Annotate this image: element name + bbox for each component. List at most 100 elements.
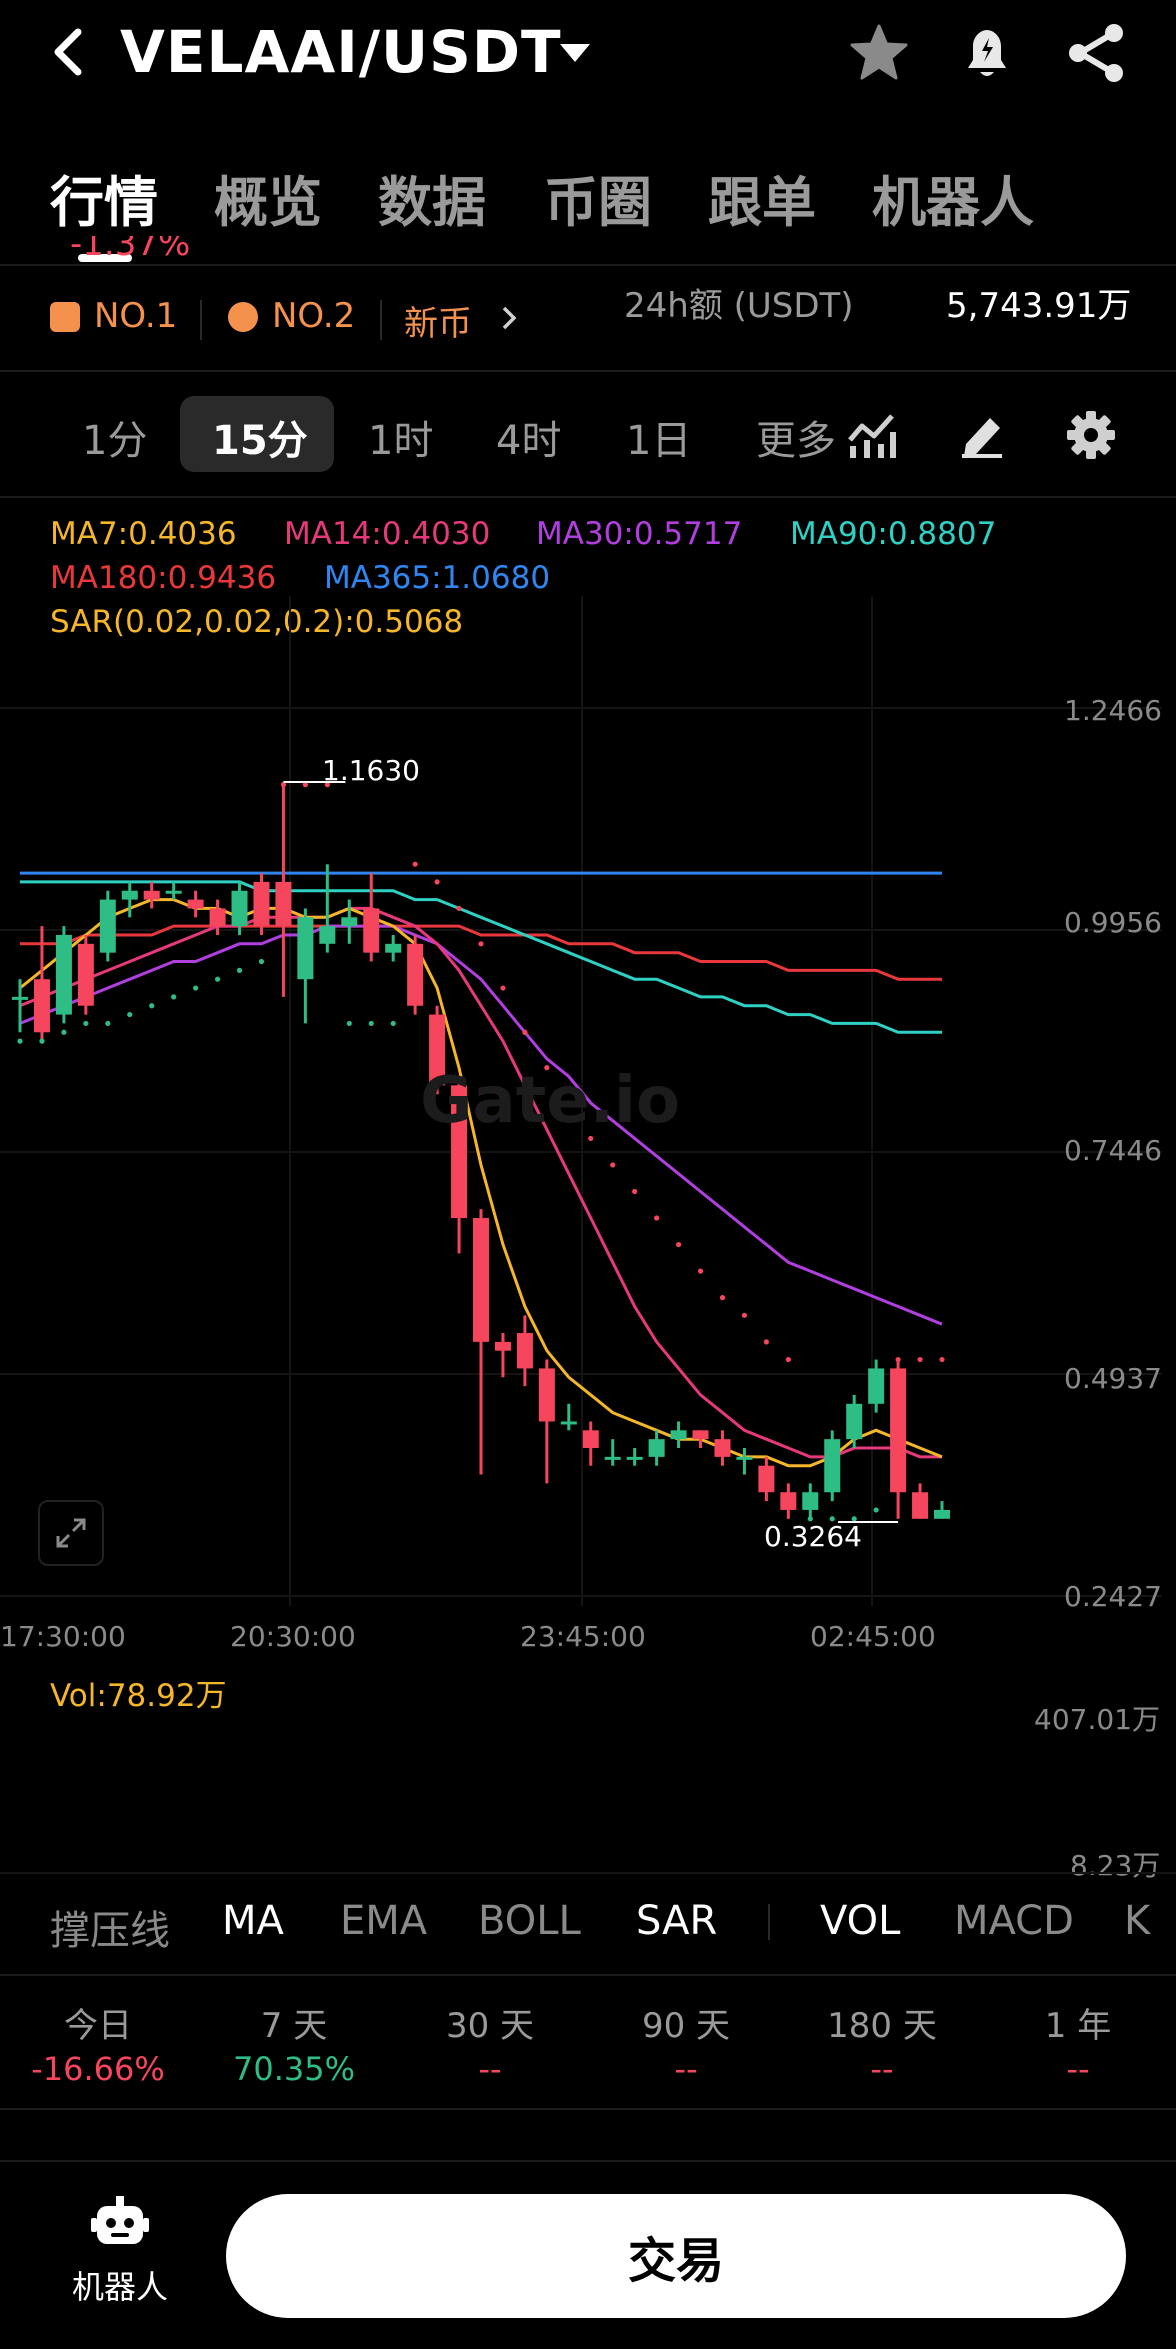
- indicator-ma[interactable]: MA: [222, 1898, 284, 1944]
- info-divider: [0, 370, 1176, 372]
- timeframe-1d[interactable]: 1日: [626, 418, 692, 464]
- pair-title[interactable]: VELAAI/USDT: [120, 18, 562, 86]
- rank-badge-2[interactable]: NO.2: [272, 296, 356, 336]
- sar-dot: [368, 1020, 374, 1027]
- legend-ma180: MA180:0.9436: [50, 560, 277, 596]
- period-value-7d: 70.35%: [232, 2050, 355, 2088]
- tab-market[interactable]: 行情: [50, 171, 158, 234]
- sar-dot: [346, 1020, 352, 1027]
- tab-copy-trade[interactable]: 跟单: [708, 171, 816, 234]
- bottom-bar-divider: [0, 2160, 1176, 2162]
- candle-body: [407, 943, 424, 1006]
- tab-overview[interactable]: 概览: [214, 171, 322, 234]
- legend-ma14: MA14:0.4030: [284, 516, 491, 552]
- tab-robot[interactable]: 机器人: [872, 171, 1034, 234]
- sar-dot: [280, 782, 287, 788]
- ma7-line: [19, 898, 943, 1468]
- indicator-icon[interactable]: [846, 410, 900, 460]
- indicator-ema[interactable]: EMA: [340, 1898, 428, 1944]
- robot-button[interactable]: 机器人: [50, 2196, 190, 2308]
- sar-dot: [522, 1029, 528, 1035]
- star-icon[interactable]: [846, 20, 912, 86]
- dropdown-caret-icon[interactable]: [560, 44, 590, 62]
- vol-max-label: 407.01万: [1034, 1703, 1160, 1736]
- candle-body: [275, 881, 292, 927]
- robot-label: 机器人: [71, 2268, 168, 2306]
- indicator-sar[interactable]: SAR: [636, 1898, 718, 1944]
- expand-chart-button[interactable]: [38, 1500, 104, 1566]
- x-tick-label: 20:30:00: [230, 1620, 356, 1653]
- tabs-divider: [0, 264, 1176, 266]
- candle-body: [648, 1439, 665, 1457]
- timeframe-15m[interactable]: 15分: [212, 418, 308, 464]
- candle-body: [451, 1085, 468, 1219]
- y-tick-label: 0.7446: [1064, 1134, 1162, 1167]
- timeframe-1m[interactable]: 1分: [82, 418, 148, 464]
- sar-dot: [236, 967, 243, 973]
- stats-divider: [0, 2108, 1176, 2110]
- sar-dot: [566, 1100, 572, 1106]
- timeframe-more[interactable]: 更多: [756, 418, 836, 464]
- indicator-support-line[interactable]: 撑压线: [50, 1908, 170, 1954]
- sar-dot: [851, 1516, 857, 1522]
- period-label-today: 今日: [64, 2006, 132, 2046]
- sar-dot: [434, 879, 440, 885]
- trade-button[interactable]: 交易: [226, 2194, 1126, 2318]
- candle-body: [341, 917, 358, 927]
- sar-dot: [873, 1507, 879, 1513]
- legend-ma90: MA90:0.8807: [790, 516, 997, 552]
- sar-dot: [412, 861, 418, 867]
- candle-body: [33, 979, 50, 1033]
- sar-dot: [632, 1188, 638, 1195]
- indicator-kdj[interactable]: K: [1124, 1898, 1151, 1944]
- back-icon[interactable]: [40, 22, 100, 82]
- tab-data[interactable]: 数据: [378, 171, 486, 234]
- indicator-macd[interactable]: MACD: [954, 1898, 1074, 1944]
- sar-dot: [39, 1038, 45, 1044]
- new-coin-link[interactable]: 新币: [404, 304, 472, 344]
- tab-coin-circle[interactable]: 币圈: [544, 171, 652, 234]
- sar-dot: [895, 1356, 901, 1363]
- period-label-1y: 1 年: [1044, 2006, 1112, 2046]
- sar-dot: [83, 1020, 89, 1027]
- period-value-90d: --: [674, 2050, 698, 2088]
- rank-badge-1[interactable]: NO.1: [94, 296, 178, 336]
- sar-dot: [939, 1356, 945, 1363]
- candle-body: [582, 1430, 599, 1449]
- period-value-today: -16.66%: [31, 2050, 165, 2088]
- indicator-vol[interactable]: VOL: [820, 1898, 901, 1944]
- candle-body: [209, 908, 226, 927]
- candle-body: [824, 1439, 841, 1493]
- candle-body: [736, 1456, 753, 1460]
- candle-body: [99, 899, 116, 953]
- candle-body: [319, 926, 336, 944]
- timeframe-4h[interactable]: 4时: [496, 418, 562, 464]
- sar-dot: [675, 1241, 682, 1248]
- chevron-right-icon[interactable]: [498, 304, 520, 332]
- sar-dot: [61, 1029, 67, 1035]
- legend-sar: SAR(0.02,0.02,0.2):0.5068: [50, 604, 464, 640]
- low-price-label: 0.3264: [764, 1520, 862, 1553]
- robot-icon: [91, 2196, 149, 2244]
- timeframe-selected-bg: [180, 396, 334, 472]
- x-tick-label: 17:30:00: [0, 1620, 126, 1653]
- candle-body: [12, 996, 28, 1000]
- bell-icon[interactable]: [954, 20, 1020, 86]
- y-tick-label: 0.9956: [1064, 906, 1162, 939]
- indicator-boll[interactable]: BOLL: [478, 1898, 581, 1944]
- candle-body: [846, 1403, 863, 1440]
- settings-icon[interactable]: [1064, 408, 1118, 462]
- timeframe-1h[interactable]: 1时: [368, 418, 434, 464]
- candle-body: [55, 934, 72, 1015]
- draw-icon[interactable]: [956, 410, 1008, 460]
- sar-dot: [763, 1339, 769, 1345]
- candle-body: [626, 1456, 643, 1460]
- candle-body: [912, 1492, 929, 1519]
- candle-body: [802, 1492, 819, 1510]
- share-icon[interactable]: [1064, 20, 1130, 86]
- sar-dot: [390, 1020, 396, 1027]
- volume-value: 5,743.91万: [946, 286, 1132, 326]
- price-chart[interactable]: [0, 496, 1176, 1656]
- sar-dot: [829, 1516, 835, 1522]
- volume-legend: Vol:78.92万: [50, 1678, 227, 1714]
